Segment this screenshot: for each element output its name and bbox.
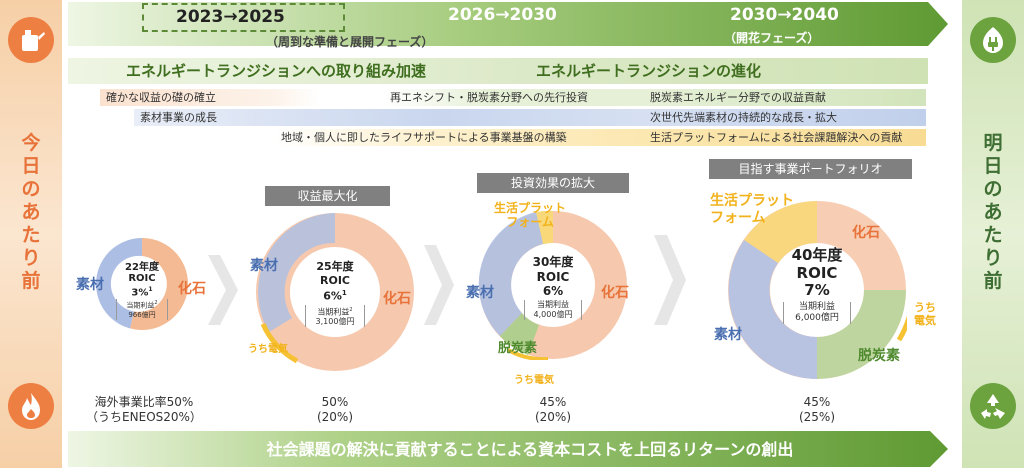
segment-materials xyxy=(258,213,335,332)
segment-power xyxy=(260,322,299,364)
fy40-profit-label: 当期利益 xyxy=(798,302,835,312)
fy22-roic-label: ROIC xyxy=(128,273,156,284)
segment-materials xyxy=(478,212,543,336)
fy40-label-materials: 素材 xyxy=(714,327,742,343)
phase1-subtitle: （周到な準備と展開フェーズ） xyxy=(266,35,434,49)
segment-power xyxy=(507,348,549,360)
bar-next-materials: 次世代先端素材の持続的な成長・拡大 xyxy=(644,109,926,126)
donut-fy22-center: 22年度 ROIC 3%1 当期利益2 966億円 xyxy=(116,258,168,320)
fy22-profit-label: 当期利益 xyxy=(126,301,155,310)
flame-icon xyxy=(8,383,54,429)
chevron-right-icon xyxy=(424,245,454,325)
fy30-year: 30年度 xyxy=(532,255,574,269)
fy30-label-fossil: 化石 xyxy=(601,285,629,301)
fy30-roic-label: ROIC xyxy=(536,270,570,284)
fy30-label-platform: 生活プラット フォーム xyxy=(494,201,567,229)
phase2-title: 2026→2030 xyxy=(448,5,557,25)
fy30-roic-value: 6% xyxy=(542,284,564,298)
overseas-ratio-fy22: 海外事業比率50% （うちENEOS20%） xyxy=(86,395,202,424)
tomorrow-label: 明日 のあ たり 前 xyxy=(983,132,1003,292)
plug-icon xyxy=(970,17,1016,63)
fy22-profit-sup: 2 xyxy=(154,300,158,307)
donut-fy30-center: 30年度 ROIC 6% 当期利益 4,000億円 xyxy=(516,253,590,320)
oil-can-icon xyxy=(8,17,54,63)
fy25-year: 25年度 xyxy=(316,260,354,273)
bar-foundation: 確かな収益の礎の確立 xyxy=(100,89,320,106)
fy30-profit-value: 4,000億円 xyxy=(533,310,573,319)
segment-platform xyxy=(744,201,817,263)
fy30-label-decarb: 脱炭素 xyxy=(498,341,538,356)
bar-life-support: 地域・個人に即したライフサポートによる事業基盤の構築 xyxy=(275,129,644,146)
donut-fy40-center: 40年度 ROIC 7% 当期利益 6,000億円 xyxy=(777,244,857,324)
recycle-icon xyxy=(970,383,1016,429)
fy22-profit-value: 966億円 xyxy=(128,310,156,319)
fy25-roic-label: ROIC xyxy=(320,274,350,287)
fy22-year: 22年度 xyxy=(125,262,159,273)
fy40-label-platform: 生活プラット フォーム xyxy=(710,193,794,226)
phase1-title: 2023→2025 xyxy=(176,7,285,27)
fy40-label-decarb: 脱炭素 xyxy=(858,348,900,364)
bar-platform: 生活プラットフォームによる社会課題解決への貢献 xyxy=(644,129,926,146)
segment-materials xyxy=(96,238,142,329)
fy22-label-fossil: 化石 xyxy=(178,281,206,297)
fy25-profit-value: 3,100億円 xyxy=(315,317,355,327)
fy25-label-power: うち電気 xyxy=(248,344,288,355)
bar-pre-investment: 再エネシフト・脱炭素分野への先行投資 xyxy=(384,89,644,106)
overseas-ratio-fy40: 45% (25%) xyxy=(798,395,836,424)
overseas-ratio-fy25: 50% (20%) xyxy=(316,395,354,424)
bottom-arrow xyxy=(68,431,948,467)
fy30-profit-label: 当期利益 xyxy=(537,300,569,309)
donut-fy22 xyxy=(96,238,189,330)
fy40-roic-value: 7% xyxy=(804,281,830,299)
bar-materials-growth: 素材事業の成長 xyxy=(134,109,644,126)
bar-decarb-revenue: 脱炭素エネルギー分野での収益貢献 xyxy=(644,89,926,106)
bottom-banner-text: 社会課題の解決に貢献することによる資本コストを上回るリターンの創出 xyxy=(266,440,794,459)
fy25-profit-label: 当期利益 xyxy=(317,307,350,317)
overseas-ratio-fy30: 45% (20%) xyxy=(534,395,572,424)
fy22-roic-sup: 1 xyxy=(148,286,153,293)
segment-platform xyxy=(536,210,553,244)
segment-power xyxy=(896,315,907,342)
segment-decarb xyxy=(817,290,906,379)
chevron-right-icon xyxy=(654,235,686,325)
donut-fy30 xyxy=(478,210,627,360)
segment-decarb xyxy=(500,313,539,355)
fy40-roic-label: ROIC xyxy=(796,264,838,282)
fy25-profit-sup: 2 xyxy=(349,306,353,313)
donut-fy25 xyxy=(256,213,414,371)
stage-label-maximize: 収益最大化 xyxy=(265,186,390,206)
current-phase-highlight xyxy=(142,3,345,32)
fy25-roic-sup: 1 xyxy=(341,289,347,297)
fy30-label-materials: 素材 xyxy=(466,285,494,301)
fy25-roic-value: 6% xyxy=(323,289,342,303)
fy40-profit-value: 6,000億円 xyxy=(795,313,839,323)
phase3-subtitle: （開花フェーズ） xyxy=(724,31,820,45)
fy40-year: 40年度 xyxy=(791,246,843,264)
banner-acceleration: エネルギートランジションへの取り組み加速 xyxy=(68,58,528,84)
segment-fossil xyxy=(130,238,189,330)
fy25-label-fossil: 化石 xyxy=(383,291,411,307)
donut-fy25-center: 25年度 ROIC 6%1 当期利益2 3,100億円 xyxy=(297,258,373,328)
fy22-label-materials: 素材 xyxy=(76,277,104,293)
fy40-label-power: うち 電気 xyxy=(914,301,936,327)
banner-evolution: エネルギートランジションの進化 xyxy=(528,58,928,84)
fy25-label-materials: 素材 xyxy=(250,258,278,274)
fy40-label-fossil: 化石 xyxy=(852,225,880,241)
segment-materials xyxy=(728,240,817,379)
donut-fy40 xyxy=(728,201,907,379)
stage-label-portfolio: 目指す事業ポートフォリオ xyxy=(709,159,912,179)
today-label: 今日 のあ たり 前 xyxy=(21,132,41,292)
chevron-right-icon xyxy=(208,255,238,325)
stage-label-investment: 投資効果の拡大 xyxy=(477,173,629,193)
timeline-arrow xyxy=(68,2,948,46)
phase3-title: 2030→2040 xyxy=(730,5,839,25)
fy30-label-power: うち電気 xyxy=(514,375,554,386)
fy22-roic-value: 3% xyxy=(131,287,149,299)
